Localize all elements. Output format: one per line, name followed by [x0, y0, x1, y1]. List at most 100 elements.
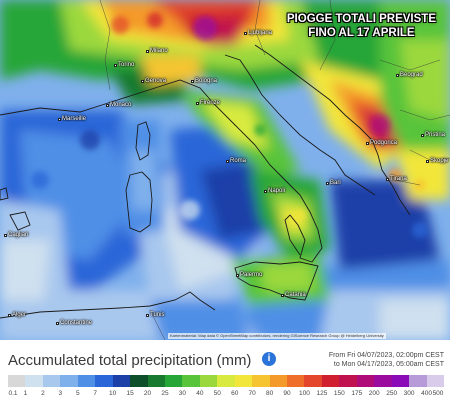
scale-swatch: [42, 375, 61, 387]
scale-tick-label: 500: [432, 390, 444, 397]
city-marker: [264, 190, 267, 193]
scale-tick-label: 20: [143, 390, 152, 397]
scale-tick-label: 60: [231, 390, 239, 397]
scale-tick-label: 175: [351, 390, 363, 397]
city-label: Bologna: [195, 78, 218, 84]
city-marker: [106, 104, 109, 107]
scale-tick-label: 2: [41, 390, 45, 397]
scale-tick-label: 50: [213, 390, 221, 397]
scale-tick-label: 70: [248, 390, 256, 397]
scale-tick-label: 5: [75, 390, 80, 397]
legend-title: Accumulated total precipitation (mm): [8, 352, 252, 369]
scale-swatch: [60, 375, 78, 387]
scale-swatch: [217, 375, 235, 387]
scale-swatch: [95, 375, 113, 387]
scale-swatch: [182, 375, 200, 387]
city-marker: [326, 182, 329, 185]
city-label: Cagliari: [8, 232, 29, 238]
scale-swatch: [130, 375, 148, 387]
scale-tick-label: 125: [316, 390, 328, 397]
city-marker: [114, 64, 117, 67]
city-marker: [396, 74, 399, 77]
city-marker: [366, 142, 369, 145]
city-marker: [4, 234, 7, 237]
city-label: Tunis: [150, 312, 165, 318]
country-borders: [99, 0, 450, 340]
city-label: Tirana: [390, 176, 407, 182]
scale-tick-label: 200: [368, 390, 380, 397]
scale-swatch: [287, 375, 305, 387]
city-label: Pristina: [425, 132, 446, 138]
scale-tick-label: 1: [23, 390, 28, 397]
color-scale-bar: [8, 375, 444, 387]
city-marker: [146, 314, 149, 317]
city-marker: [226, 160, 229, 163]
city-label: Napoli: [268, 188, 286, 194]
scale-swatch: [252, 375, 270, 387]
precip-detail: [31, 12, 428, 238]
city-marker: [58, 118, 61, 121]
scale-swatch: [374, 375, 392, 387]
city-label: Ljubljana: [248, 30, 273, 36]
scale-tick-label: 250: [386, 390, 398, 397]
precipitation-map[interactable]: Ljubljana Torino Milano Genova Bologna Firenz…: [0, 0, 450, 340]
scale-tick-label: 100: [299, 390, 310, 397]
valid-to: to Mon 04/17/2023, 05:00am CEST: [333, 361, 444, 368]
scale-swatch: [234, 375, 253, 387]
city-label: Palermo: [240, 272, 263, 278]
city-marker: [141, 80, 144, 83]
scale-tick-label: 150: [333, 390, 345, 397]
coastlines: [0, 44, 411, 319]
city-label: Genova: [145, 78, 167, 84]
scale-tick-label: 7: [93, 390, 97, 397]
scale-tick-label: 300: [403, 390, 415, 397]
city-label: Monaco: [110, 102, 132, 108]
scale-swatch: [391, 375, 410, 387]
scale-tick-label: 30: [178, 390, 187, 397]
headline-line-2: FINO AL 17 APRILE: [308, 27, 415, 39]
city-label: Marseille: [62, 116, 87, 122]
city-marker: [244, 32, 247, 35]
map-attribution: Kartenmaterial: Map data © OpenStreetMap…: [168, 333, 386, 339]
city-label: Constantine: [60, 320, 93, 326]
valid-from: From Fri 04/07/2023, 02:00pm CEST: [328, 352, 444, 359]
city-marker: [56, 322, 59, 325]
scale-swatch: [356, 375, 375, 387]
scale-swatch: [426, 375, 444, 387]
scale-swatch: [321, 375, 340, 387]
scale-swatch: [112, 375, 131, 387]
city-marker: [421, 134, 424, 137]
city-label: Bari: [330, 180, 341, 186]
scale-swatch: [409, 375, 427, 387]
city-label: Skopje: [430, 158, 449, 164]
scale-tick-label: 90: [283, 390, 291, 397]
color-scale-labels: 0.1 1 2 3 5 7 10 15 20 25 30 40 50 60 70 80 90 100 125 150 1…: [8, 390, 444, 400]
scale-swatch: [25, 375, 43, 387]
map-graphic: [0, 0, 450, 340]
info-icon[interactable]: i: [262, 352, 276, 366]
city-marker: [191, 80, 194, 83]
scale-tick-label: 25: [161, 390, 169, 397]
city-label: Torino: [118, 62, 135, 68]
headline-line-1: PIOGGE TOTALI PREVISTE: [286, 13, 436, 25]
scale-swatch: [339, 375, 357, 387]
scale-tick-label: 400: [421, 390, 432, 397]
city-label: Roma: [230, 158, 247, 164]
city-marker: [146, 50, 149, 53]
city-label: Milano: [150, 48, 168, 54]
map-headline: PIOGGE TOTALI PREVISTE FINO AL 17 APRILE: [287, 12, 436, 40]
scale-swatch: [304, 375, 322, 387]
scale-swatch: [199, 375, 218, 387]
scale-swatch: [164, 375, 183, 387]
city-marker: [196, 102, 199, 105]
city-label: Beograd: [400, 72, 423, 78]
scale-swatch: [77, 375, 96, 387]
city-marker: [281, 294, 284, 297]
city-label: Podgorica: [370, 140, 398, 146]
precip-field: [0, 0, 450, 340]
city-marker: [386, 178, 389, 181]
valid-period: From Fri 04/07/2023, 02:00pm CEST to Mon…: [329, 351, 444, 369]
scale-swatch: [269, 375, 287, 387]
scale-tick-label: 40: [196, 390, 204, 397]
city-marker: [426, 160, 429, 163]
